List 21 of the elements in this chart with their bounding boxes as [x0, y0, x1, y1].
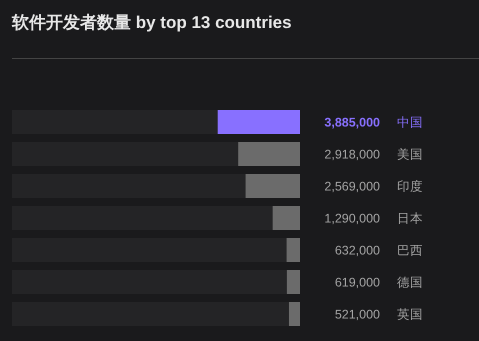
data-label: 1,290,000	[324, 211, 380, 226]
bar	[272, 206, 300, 230]
y-tick-label: 德国	[397, 275, 423, 290]
chart-title: 软件开发者数量 by top 13 countries	[11, 13, 292, 32]
bar	[286, 238, 300, 262]
data-label: 2,569,000	[324, 179, 380, 194]
data-label: 632,000	[334, 243, 380, 258]
bar	[246, 174, 300, 198]
y-tick-label: 日本	[397, 211, 423, 226]
y-tick-label: 美国	[397, 146, 423, 162]
data-label: 521,000	[334, 307, 380, 322]
y-tick-label: 中国	[397, 115, 423, 130]
bar	[238, 142, 300, 166]
data-label: 3,885,000	[324, 115, 380, 130]
data-label: 619,000	[334, 275, 380, 290]
y-tick-label: 英国	[397, 307, 423, 322]
bar	[288, 302, 300, 326]
y-tick-label: 印度	[397, 178, 423, 194]
y-tick-label: 巴西	[397, 243, 423, 258]
data-label: 2,918,000	[324, 147, 380, 162]
bar	[286, 270, 300, 294]
